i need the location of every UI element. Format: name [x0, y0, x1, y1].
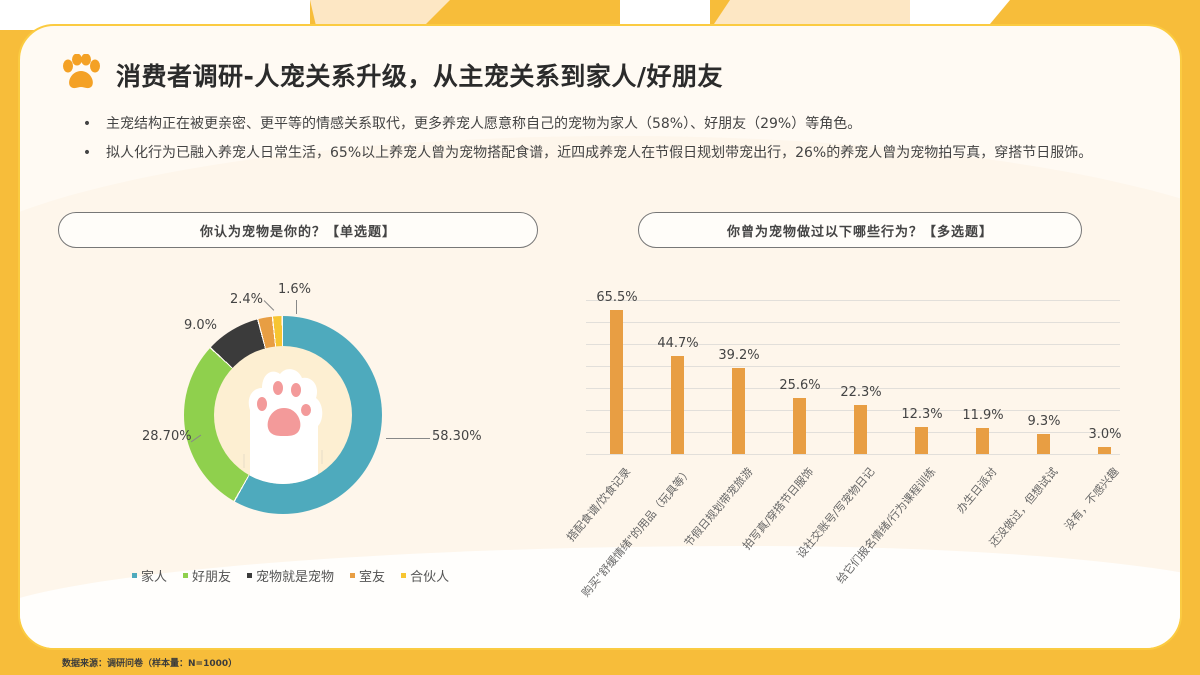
- bullet-text: 拟人化行为已融入养宠人日常生活，65%以上养宠人曾为宠物搭配食谱，近四成养宠人在…: [106, 145, 1093, 161]
- legend-label: 宠物就是宠物: [256, 570, 335, 585]
- legend-label: 合伙人: [410, 570, 450, 585]
- donut-label-partner: 1.6%: [278, 282, 312, 297]
- bar-value-label: 65.5%: [596, 289, 638, 305]
- legend-swatch: [247, 573, 253, 578]
- bar-value-label: 39.2%: [718, 347, 760, 363]
- leader-line: [296, 300, 297, 314]
- bar-value-label: 12.3%: [901, 406, 943, 422]
- cat-paw-icon: [243, 369, 323, 484]
- page-title: 消费者调研-人宠关系升级，从主宠关系到家人/好朋友: [116, 62, 724, 91]
- grid-line: [586, 344, 1120, 345]
- bar-value-label: 22.3%: [840, 384, 882, 400]
- legend-swatch: [350, 573, 356, 578]
- title-row: 消费者调研-人宠关系升级，从主宠关系到家人/好朋友: [60, 53, 724, 96]
- bar: [1098, 447, 1111, 454]
- legend-label: 家人: [141, 570, 168, 585]
- legend-swatch: [132, 573, 137, 578]
- grid-line: [586, 454, 1120, 455]
- bar: [915, 426, 928, 454]
- bar-chart: 65.5% 搭配食谱/饮食记录 44.7% 购买"舒缓情绪"的用品（玩具等） 39.2%…: [564, 286, 1126, 646]
- donut-center: [214, 346, 352, 484]
- data-source-footnote: 数据来源：调研问卷（样本量：N=1000）: [62, 659, 238, 669]
- bar-value-label: 44.7%: [657, 335, 699, 351]
- grid-line: [586, 388, 1120, 389]
- bar: [671, 355, 684, 454]
- bar: [610, 309, 623, 454]
- bullet-item: • 拟人化行为已融入养宠人日常生活，65%以上养宠人曾为宠物搭配食谱，近四成养宠…: [82, 139, 1142, 168]
- leader-line: [263, 300, 275, 311]
- grid-line: [586, 300, 1120, 301]
- paw-icon: [60, 53, 102, 96]
- bullet-text: 主宠结构正在被更亲密、更平等的情感关系取代，更多养宠人愿意称自己的宠物为家人（5…: [106, 116, 862, 132]
- legend-item: 好朋友: [183, 566, 231, 585]
- legend-swatch: [401, 573, 407, 578]
- leader-line: [386, 438, 430, 439]
- bar-question-title: 你曾为宠物做过以下哪些行为？【多选题】: [638, 212, 1082, 248]
- bar-category-label: 购买"舒缓情绪"的用品（玩具等）: [579, 465, 695, 600]
- summary-bullets: • 主宠结构正在被更亲密、更平等的情感关系取代，更多养宠人愿意称自己的宠物为家人…: [82, 110, 1142, 168]
- legend-label: 室友: [359, 570, 386, 585]
- bullet-dot-icon: •: [82, 145, 92, 161]
- grid-line: [586, 322, 1120, 323]
- legend-label: 好朋友: [192, 570, 232, 585]
- donut-chart: 58.30% 28.70% 9.0% 2.4% 1.6%: [142, 282, 482, 550]
- grid-line: [586, 432, 1120, 433]
- bar-category-label: 办生日派对: [954, 465, 1000, 516]
- bar-category-label: 没有，不感兴趣: [1062, 465, 1122, 533]
- grid-line: [586, 366, 1120, 367]
- bar: [1037, 433, 1050, 454]
- donut-label-family: 58.30%: [432, 429, 482, 444]
- legend-item: 宠物就是宠物: [247, 566, 334, 585]
- legend-swatch: [183, 573, 189, 578]
- legend-item: 室友: [350, 566, 385, 585]
- bar: [793, 397, 806, 454]
- donut-question-title: 你认为宠物是你的？【单选题】: [58, 212, 538, 248]
- bar-value-label: 25.6%: [779, 377, 821, 393]
- donut-label-roommate: 2.4%: [230, 292, 264, 307]
- bullet-dot-icon: •: [82, 116, 92, 132]
- grid-line: [586, 410, 1120, 411]
- legend-item: 家人: [132, 566, 167, 585]
- bar: [732, 367, 745, 454]
- legend-item: 合伙人: [401, 566, 449, 585]
- donut-label-pet: 9.0%: [184, 318, 218, 333]
- donut-label-friend: 28.70%: [142, 429, 192, 444]
- bar: [854, 404, 867, 454]
- bar-category-label: 搭配食谱/饮食记录: [564, 465, 634, 544]
- bar-value-label: 11.9%: [962, 407, 1004, 423]
- bar: [976, 427, 989, 454]
- slide-card: 消费者调研-人宠关系升级，从主宠关系到家人/好朋友 • 主宠结构正在被更亲密、更…: [18, 24, 1182, 650]
- donut-legend: 家人 好朋友 宠物就是宠物 室友 合伙人: [132, 566, 449, 585]
- bar-value-label: 3.0%: [1088, 427, 1122, 443]
- bar-value-label: 9.3%: [1027, 413, 1061, 429]
- bullet-item: • 主宠结构正在被更亲密、更平等的情感关系取代，更多养宠人愿意称自己的宠物为家人…: [82, 110, 1142, 139]
